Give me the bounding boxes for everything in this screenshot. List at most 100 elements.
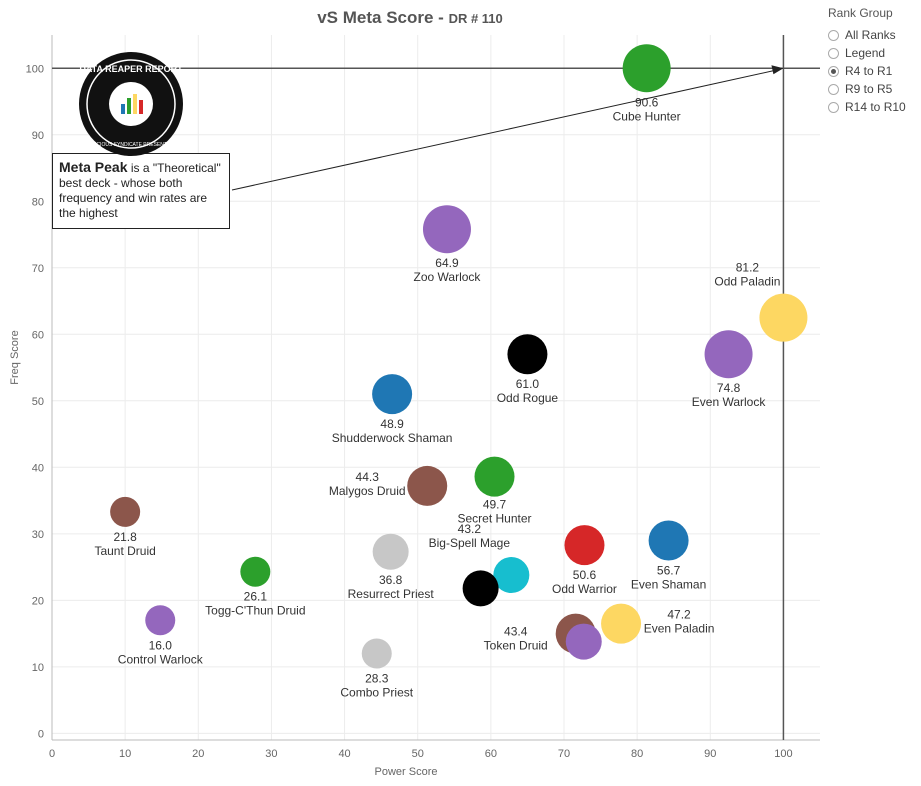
rank-option-1[interactable]: Legend [828, 44, 906, 62]
data-label-score: 49.7 [483, 498, 507, 512]
rank-option-label: R9 to R5 [845, 82, 893, 96]
data-label-score: 50.6 [573, 568, 597, 582]
data-point [462, 570, 499, 607]
y-tick-label: 20 [32, 595, 44, 607]
x-tick-label: 40 [338, 748, 350, 760]
data-label-name: Shudderwock Shaman [332, 431, 453, 445]
y-tick-label: 50 [32, 396, 44, 408]
data-label-name: Resurrect Priest [348, 587, 435, 601]
data-label-score: 81.2 [736, 261, 760, 275]
x-tick-label: 0 [49, 748, 55, 760]
rank-option-label: All Ranks [845, 28, 896, 42]
callout-text: is a "Theoretical" best deck - whose bot… [59, 161, 221, 220]
data-label-name: Even Warlock [692, 395, 767, 409]
data-label-score: 47.2 [667, 608, 691, 622]
x-tick-label: 10 [119, 748, 131, 760]
data-point [565, 623, 602, 660]
y-axis-title: Freq Score [9, 330, 21, 384]
radio-icon[interactable] [828, 101, 839, 113]
x-tick-label: 70 [558, 748, 570, 760]
x-tick-label: 60 [485, 748, 497, 760]
data-point [372, 533, 409, 570]
data-label-name: Taunt Druid [94, 544, 155, 558]
data-label-name: Token Druid [484, 639, 548, 653]
data-label-name: Odd Paladin [714, 275, 780, 289]
arrow-shaft [231, 69, 776, 191]
data-point [704, 330, 753, 379]
y-tick-label: 90 [32, 130, 44, 142]
legend-title: Rank Group [828, 6, 893, 20]
data-point [361, 638, 392, 669]
data-point [507, 334, 548, 375]
data-label-name: Malygos Druid [329, 484, 406, 498]
data-point [648, 520, 689, 561]
rank-option-2[interactable]: R4 to R1 [828, 62, 906, 80]
data-point [240, 556, 271, 587]
rank-option-label: Legend [845, 46, 886, 60]
data-point [564, 525, 605, 566]
logo-small-text: VICIOUS SYNDICATE PRESENTS [92, 142, 171, 148]
data-label-score: 43.2 [458, 522, 482, 536]
rank-group-legend: Rank Group All Ranks Legend R4 to R1 R9 to … [828, 6, 906, 116]
meta-peak-arrow [231, 65, 784, 191]
y-tick-label: 100 [26, 63, 44, 75]
data-label-name: Even Paladin [644, 622, 715, 636]
radio-icon[interactable] [828, 47, 839, 59]
data-label-score: 61.0 [516, 377, 540, 391]
data-label-name: Cube Hunter [613, 109, 681, 123]
data-point [759, 293, 808, 342]
data-label-name: Control Warlock [118, 652, 204, 666]
y-tick-label: 80 [32, 196, 44, 208]
data-label-name: Secret Hunter [457, 512, 531, 526]
chart-title: vS Meta Score - DR # 110 [317, 8, 503, 27]
x-tick-label: 50 [412, 748, 424, 760]
y-tick-label: 10 [32, 662, 44, 674]
data-point [145, 605, 176, 636]
data-point [422, 205, 471, 254]
rank-option-0[interactable]: All Ranks [828, 26, 906, 44]
logo-text: DATA REAPER REPORT [79, 64, 183, 74]
x-tick-label: 20 [192, 748, 204, 760]
data-point [407, 465, 448, 506]
data-label-name: Togg-C'Thun Druid [205, 604, 305, 618]
reference-lines [52, 35, 820, 740]
data-label-score: 44.3 [356, 470, 380, 484]
radio-icon[interactable] [828, 29, 839, 41]
x-tick-label: 80 [631, 748, 643, 760]
data-label-name: Big-Spell Mage [429, 536, 511, 550]
x-tick-label: 30 [265, 748, 277, 760]
radio-icon[interactable] [828, 83, 839, 95]
data-label-score: 56.7 [657, 563, 681, 577]
data-label-score: 74.8 [717, 381, 741, 395]
y-tick-label: 70 [32, 263, 44, 275]
data-point [372, 374, 413, 415]
data-label-score: 16.0 [149, 638, 173, 652]
data-label-score: 36.8 [379, 573, 403, 587]
data-label-score: 28.3 [365, 672, 389, 686]
y-tick-label: 30 [32, 529, 44, 541]
data-point [110, 496, 141, 527]
radio-icon[interactable] [828, 65, 839, 77]
data-label-score: 64.9 [435, 256, 459, 270]
x-tick-label: 90 [704, 748, 716, 760]
x-tick-label: 100 [774, 748, 792, 760]
data-label-score: 90.6 [635, 95, 659, 109]
data-point [622, 44, 671, 93]
meta-peak-callout: Meta Peak is a "Theoretical" best deck -… [52, 153, 230, 229]
y-tick-label: 0 [38, 728, 44, 740]
rank-option-label: R14 to R10 [845, 100, 906, 114]
data-point [493, 557, 530, 594]
data-label-name: Combo Priest [340, 686, 413, 700]
rank-option-3[interactable]: R9 to R5 [828, 80, 906, 98]
data-label-score: 26.1 [244, 590, 268, 604]
rank-option-4[interactable]: R14 to R10 [828, 98, 906, 116]
data-label-score: 43.4 [504, 625, 528, 639]
data-label-name: Even Shaman [631, 577, 706, 591]
y-tick-label: 60 [32, 329, 44, 341]
y-tick-label: 40 [32, 462, 44, 474]
x-axis-title: Power Score [375, 766, 438, 778]
data-points [110, 44, 808, 669]
data-reaper-logo: DATA REAPER REPORT VICIOUS SYNDICATE PRE… [77, 50, 185, 158]
axes: 0 10 20 30 40 50 60 70 80 90 100 0 10 20 30 40 50 60 70 80 9… [9, 35, 820, 778]
